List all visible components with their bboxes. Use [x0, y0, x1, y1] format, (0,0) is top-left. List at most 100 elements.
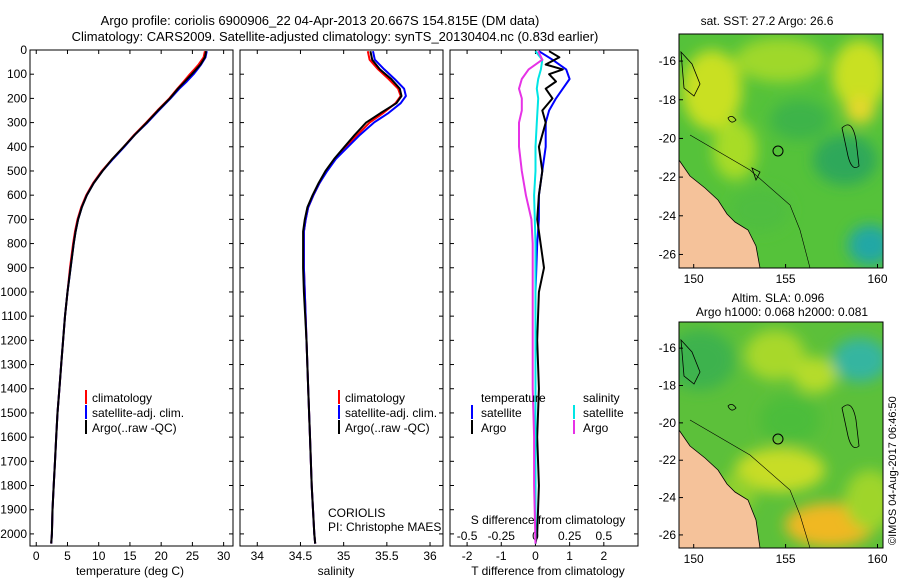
depth-tick-label: 200 [7, 91, 27, 105]
imos-watermark: ©IMOS 04-Aug-2017 06:46:50 [887, 396, 899, 545]
map-y-tick-label: -24 [659, 209, 677, 223]
x-tick-label: 5 [64, 549, 71, 563]
map-y-tick-label: -26 [659, 528, 677, 542]
sst-map-title: sat. SST: 27.2 Argo: 26.6 [701, 14, 834, 28]
legend-climatology-label: climatology [345, 391, 405, 405]
depth-tick-label: 500 [7, 164, 27, 178]
legend-temperature-title: temperature [481, 391, 546, 405]
series-line-argo-raw-qc- [302, 50, 403, 544]
series-line-salinity-argo [518, 50, 544, 544]
legend-satellite-label: satellite-adj. clim. [345, 406, 437, 420]
s-diff-tick-label: -0.25 [488, 529, 516, 543]
header-subtitle: Climatology: CARS2009. Satellite-adjuste… [72, 29, 599, 44]
sla-map-title-2: Argo h1000: 0.068 h2000: 0.081 [696, 305, 868, 319]
salinity-difference-x-ticks: -0.5 -0.25 0 0.25 0.5 [457, 529, 613, 543]
map-x-tick-label: 155 [776, 552, 796, 566]
salinity-difference-label: S difference from climatology [471, 513, 626, 527]
depth-tick-label: 900 [7, 261, 27, 275]
x-tick-label: 36 [423, 549, 437, 563]
x-tick-label: 25 [186, 549, 200, 563]
depth-tick-label: 2000 [0, 527, 27, 541]
x-tick-label: 0 [532, 549, 539, 563]
map-x-tick-label: 155 [776, 272, 796, 286]
legend-s-argo-label: Argo [583, 421, 609, 435]
sla-map-frame [678, 321, 884, 549]
depth-tick-label: 800 [7, 237, 27, 251]
depth-tick-label: 0 [20, 43, 27, 57]
map-y-tick-label: -22 [659, 170, 677, 184]
x-tick-label: -2 [462, 549, 473, 563]
depth-tick-label: 700 [7, 212, 27, 226]
map-y-tick-label: -16 [659, 341, 677, 355]
map-y-tick-label: -20 [659, 416, 677, 430]
x-tick-label: 0 [33, 549, 40, 563]
s-diff-tick-label: 0.25 [558, 529, 582, 543]
x-tick-label: 10 [92, 549, 106, 563]
depth-tick-label: 1000 [0, 285, 27, 299]
map-y-tick-label: -20 [659, 131, 677, 145]
header-title: Argo profile: coriolis 6900906_22 04-Apr… [101, 13, 540, 28]
salinity-series [302, 50, 407, 544]
legend-argo-label: Argo(..raw -QC) [345, 421, 430, 435]
depth-tick-label: 400 [7, 140, 27, 154]
map-y-tick-label: -18 [659, 93, 677, 107]
difference-series [518, 50, 571, 544]
salinity-x-ticks: 34 34.5 35 35.5 36 [251, 50, 437, 563]
difference-legend: temperature satellite Argo salinity sate… [471, 391, 624, 435]
sst-map [679, 34, 883, 268]
depth-tick-label: 1300 [0, 358, 27, 372]
temperature-legend: climatology satellite-adj. clim. Argo(..… [85, 390, 184, 435]
sst-map-land [679, 159, 761, 268]
legend-t-satellite-label: satellite [481, 406, 522, 420]
x-tick-label: 15 [123, 549, 137, 563]
depth-tick-label: 1800 [0, 479, 27, 493]
legend-s-satellite-label: satellite [583, 406, 624, 420]
temperature-x-ticks: 0 5 10 15 20 25 30 [33, 50, 231, 563]
map-y-tick-label: -24 [659, 491, 677, 505]
x-tick-label: 2 [600, 549, 607, 563]
map-y-tick-label: -22 [659, 453, 677, 467]
depth-tick-label: 1500 [0, 406, 27, 420]
series-line-argo-raw-qc- [50, 51, 208, 544]
x-tick-label: 1 [566, 549, 573, 563]
s-diff-tick-label: 0.5 [595, 529, 612, 543]
difference-x-ticks: -2 -1 0 1 2 [462, 50, 607, 563]
legend-argo-label: Argo(..raw -QC) [92, 421, 177, 435]
depth-tick-label: 1900 [0, 503, 27, 517]
x-tick-label: 30 [217, 549, 231, 563]
panel-ticks [30, 49, 638, 535]
x-tick-label: 35 [337, 549, 351, 563]
depth-axis: 0 100 200 300 400 500 600 700 800 900 1000 1100 1200… [0, 43, 27, 541]
difference-panel-frame [449, 49, 639, 547]
temperature-x-label: temperature (deg C) [76, 564, 184, 578]
sla-map-title-1: Altim. SLA: 0.096 [732, 291, 825, 305]
x-tick-label: -1 [496, 549, 507, 563]
x-tick-label: 20 [154, 549, 168, 563]
legend-climatology-label: climatology [92, 391, 152, 405]
depth-tick-label: 300 [7, 116, 27, 130]
depth-tick-label: 600 [7, 188, 27, 202]
map-x-tick-label: 150 [684, 272, 704, 286]
depth-tick-label: 1600 [0, 430, 27, 444]
map-x-tick-label: 160 [867, 272, 887, 286]
depth-tick-label: 1400 [0, 382, 27, 396]
s-diff-tick-label: -0.5 [457, 529, 478, 543]
salinity-panel-frame [239, 49, 444, 547]
sla-map-float-marker [772, 433, 784, 445]
map-x-tick-label: 160 [867, 552, 887, 566]
legend-salinity-title: salinity [583, 391, 620, 405]
sst-map-float-marker [772, 145, 784, 157]
sla-map-land [679, 429, 761, 548]
salinity-x-label: salinity [318, 564, 355, 578]
salinity-legend: climatology satellite-adj. clim. Argo(..… [338, 390, 437, 435]
sla-map [679, 322, 883, 548]
map-y-tick-label: -18 [659, 379, 677, 393]
map-x-tick-label: 150 [684, 552, 704, 566]
depth-tick-label: 1100 [1, 309, 27, 323]
series-line-salinity-satellite [533, 50, 544, 544]
depth-tick-label: 100 [7, 67, 27, 81]
operator-label: CORIOLIS [328, 506, 385, 520]
legend-t-argo-label: Argo [481, 421, 507, 435]
temperature-panel-frame [29, 49, 234, 547]
x-tick-label: 34 [251, 549, 265, 563]
